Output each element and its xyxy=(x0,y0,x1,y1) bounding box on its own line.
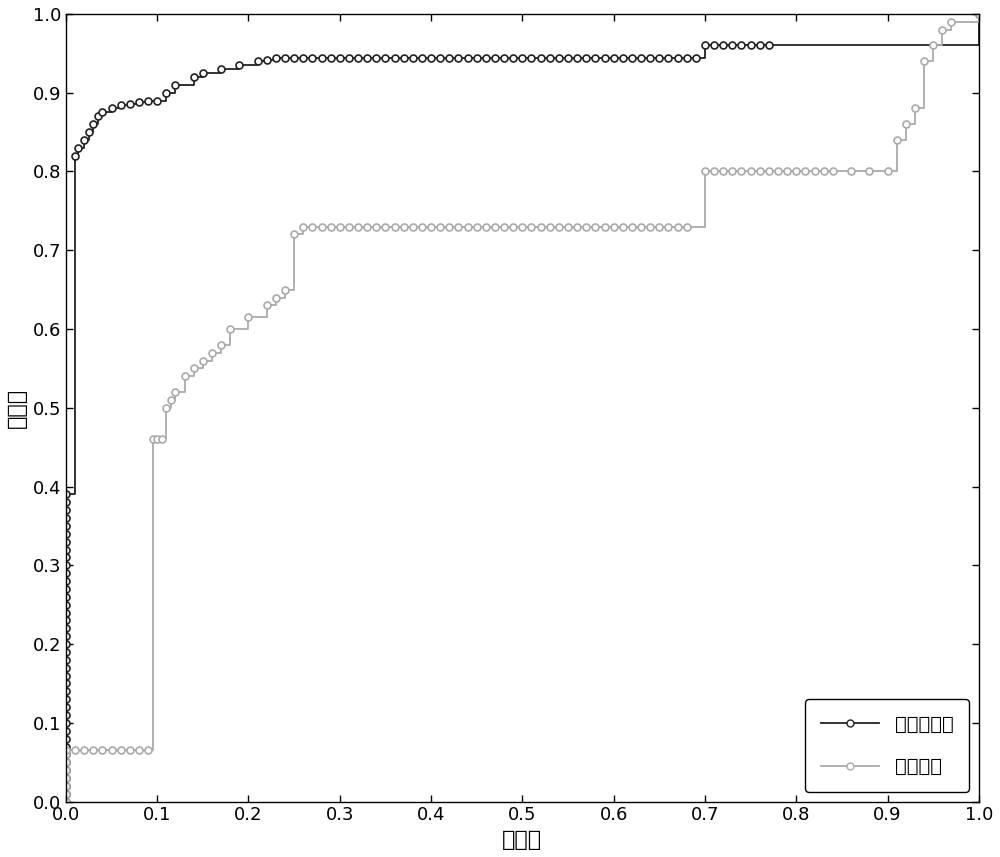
Y-axis label: 敏感性: 敏感性 xyxy=(7,387,27,428)
Legend: 本发明方法, 传统方法: 本发明方法, 传统方法 xyxy=(805,699,969,792)
X-axis label: 特异性: 特异性 xyxy=(502,830,542,850)
